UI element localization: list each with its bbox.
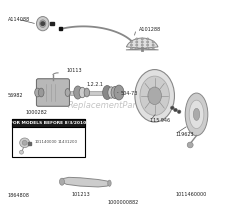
Text: 1864808: 1864808: [8, 193, 30, 198]
Ellipse shape: [188, 100, 203, 128]
Circle shape: [141, 47, 143, 49]
Circle shape: [135, 38, 137, 40]
Bar: [28, 142, 31, 145]
Ellipse shape: [74, 86, 82, 99]
Text: 10113: 10113: [66, 68, 82, 73]
Bar: [59, 27, 62, 29]
Circle shape: [146, 47, 148, 49]
Text: 101140000: 101140000: [35, 140, 57, 144]
Circle shape: [135, 44, 137, 46]
Ellipse shape: [79, 87, 85, 98]
Circle shape: [141, 41, 143, 43]
Circle shape: [135, 41, 137, 43]
Circle shape: [173, 108, 177, 112]
Ellipse shape: [102, 86, 111, 99]
Text: 101213: 101213: [71, 192, 89, 197]
Bar: [50, 22, 54, 25]
Circle shape: [135, 47, 137, 49]
Circle shape: [177, 110, 180, 114]
Circle shape: [130, 41, 132, 43]
Circle shape: [141, 38, 143, 40]
Ellipse shape: [36, 16, 49, 31]
Text: 1.2.2.1: 1.2.2.1: [87, 82, 103, 87]
Circle shape: [19, 150, 23, 154]
Ellipse shape: [147, 87, 161, 104]
Ellipse shape: [107, 180, 111, 186]
Text: 1000282: 1000282: [26, 110, 47, 115]
Text: 11431200: 11431200: [57, 140, 77, 144]
Text: 115 946: 115 946: [150, 118, 169, 123]
Ellipse shape: [114, 85, 123, 100]
Bar: [12, 119, 84, 157]
Circle shape: [146, 38, 148, 40]
Ellipse shape: [84, 88, 89, 97]
Circle shape: [170, 106, 173, 110]
Ellipse shape: [39, 20, 46, 28]
Text: A114088: A114088: [8, 17, 30, 22]
Circle shape: [41, 22, 44, 25]
Ellipse shape: [184, 93, 207, 136]
Text: 1000000882: 1000000882: [107, 200, 138, 205]
Bar: [12, 119, 84, 127]
Circle shape: [130, 47, 132, 49]
Ellipse shape: [107, 87, 114, 98]
Circle shape: [146, 41, 148, 43]
Circle shape: [151, 41, 154, 43]
Circle shape: [130, 44, 132, 46]
Text: A101288: A101288: [138, 27, 160, 32]
Circle shape: [151, 44, 154, 46]
Circle shape: [146, 44, 148, 46]
Circle shape: [141, 44, 143, 46]
Ellipse shape: [35, 88, 40, 97]
Circle shape: [151, 47, 154, 49]
Ellipse shape: [59, 178, 64, 185]
Text: 119623: 119623: [174, 132, 193, 137]
Text: FOR MODELS BEFORE 8/3/2010: FOR MODELS BEFORE 8/3/2010: [10, 121, 86, 125]
Ellipse shape: [139, 76, 169, 116]
Circle shape: [20, 138, 30, 148]
Ellipse shape: [193, 108, 199, 120]
Polygon shape: [125, 38, 158, 50]
Ellipse shape: [134, 70, 174, 122]
Text: 1011460000: 1011460000: [174, 192, 205, 197]
Circle shape: [186, 142, 192, 148]
Ellipse shape: [111, 86, 119, 99]
Ellipse shape: [65, 89, 70, 96]
Text: 504-73: 504-73: [120, 91, 138, 96]
Text: ReplacementParts.com: ReplacementParts.com: [67, 101, 164, 110]
Ellipse shape: [38, 88, 44, 97]
Circle shape: [22, 140, 27, 145]
FancyBboxPatch shape: [36, 79, 69, 106]
Polygon shape: [62, 177, 109, 187]
Text: 56982: 56982: [8, 93, 23, 98]
